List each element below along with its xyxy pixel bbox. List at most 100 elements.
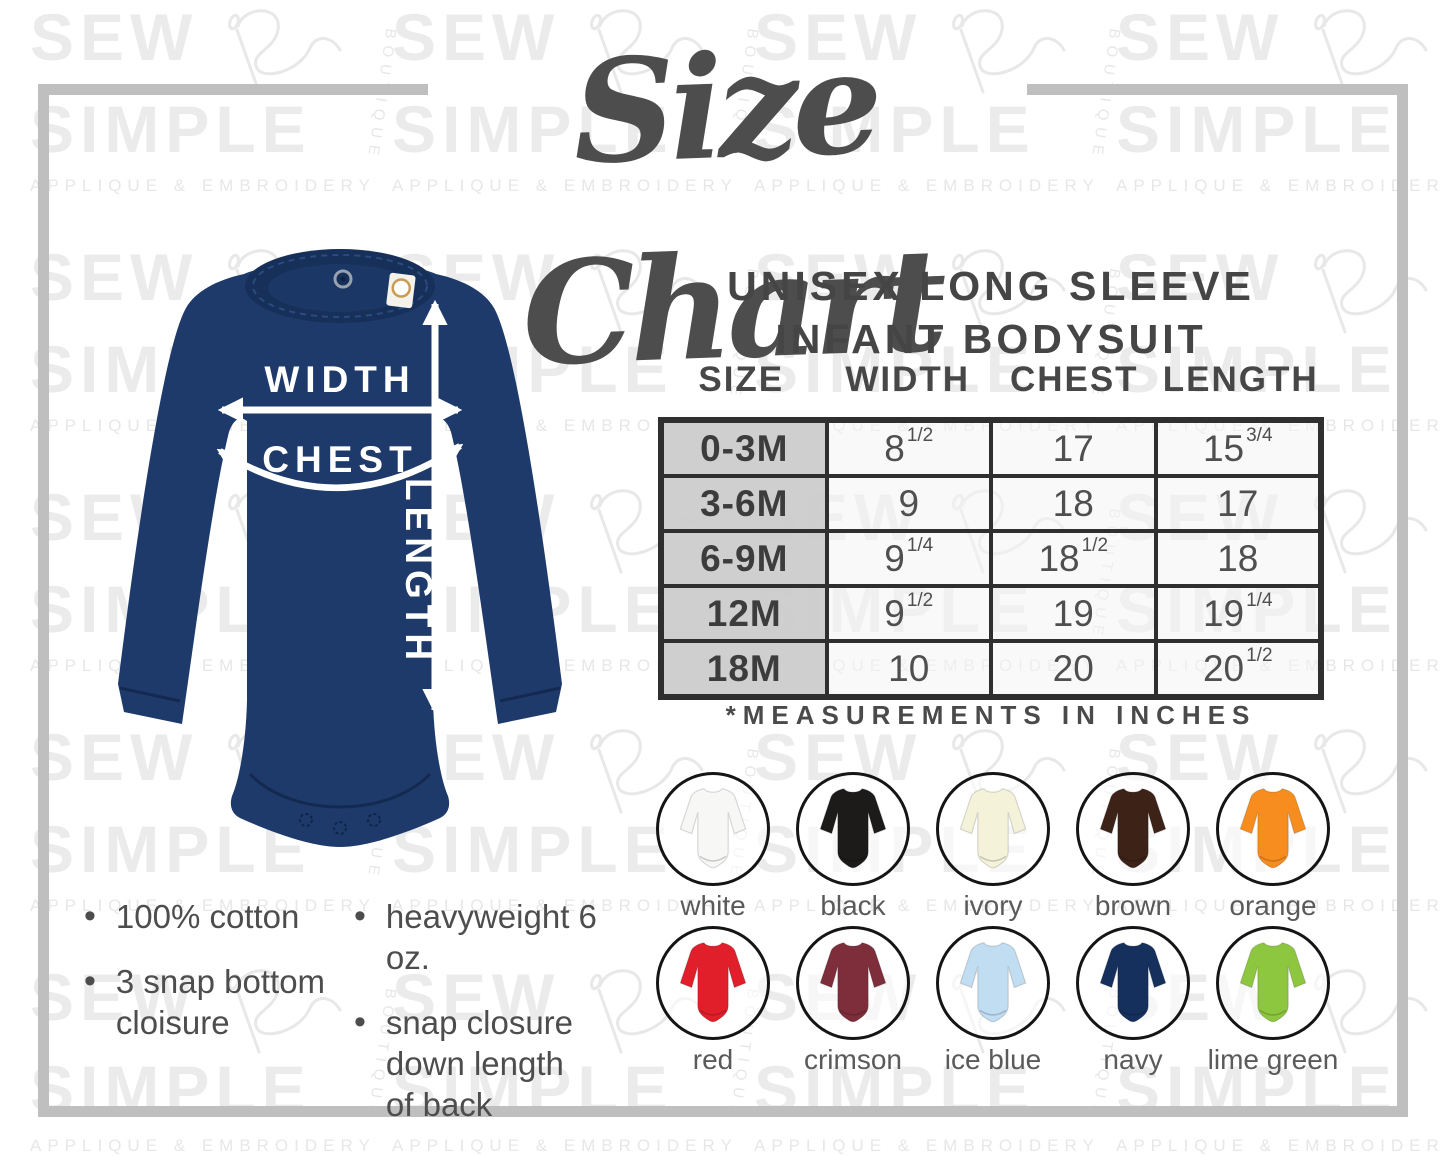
size-cell: 6-9M <box>662 531 827 586</box>
watermark-tagline: APPLIQUE & EMBROIDERY <box>754 176 1100 195</box>
watermark-word-simple: SIMPLE <box>30 92 312 166</box>
needle-thread-icon <box>1314 9 1428 94</box>
length-cell: 17 <box>1155 476 1320 531</box>
right-cuff-seam <box>499 686 561 703</box>
swatch-circle <box>1215 926 1330 1040</box>
color-swatch-red: red <box>656 926 770 1075</box>
swatch-label: white <box>680 890 746 921</box>
width-arrow: WIDTH <box>217 359 463 423</box>
swatch-label: black <box>820 890 886 921</box>
bodysuit-icon <box>1099 788 1167 869</box>
color-swatch-ivory: ivory <box>936 772 1050 921</box>
header-cell-length: LENGTH <box>1162 360 1319 399</box>
watermark-word-sew: SEW <box>1116 240 1285 314</box>
header-cell-width: WIDTH <box>845 360 971 399</box>
watermark-tagline: APPLIQUE & EMBROIDERY <box>392 656 738 675</box>
measurements-note: *MEASUREMENTS IN INCHES <box>725 700 1257 730</box>
swatch-circle <box>1076 926 1190 1040</box>
chest-cell: 17 <box>991 421 1156 476</box>
frame-bottom <box>38 1106 1408 1117</box>
chest-cell: 18 <box>991 476 1156 531</box>
width-arrow-label: WIDTH <box>264 359 415 400</box>
feature-item: snap closure down length of back <box>354 1002 624 1125</box>
watermark-tagline: APPLIQUE & EMBROIDERY <box>1116 176 1445 195</box>
needle-thread-icon <box>228 9 342 94</box>
color-swatch-black: black <box>796 772 910 921</box>
bottom-snaps <box>299 813 381 835</box>
size-cell: 18M <box>662 641 827 696</box>
feature-text: 100% cotton <box>115 898 300 935</box>
swatch-label: orange <box>1229 890 1317 921</box>
width-cell: 9 1/4 <box>826 531 991 586</box>
chest-cell: 19 <box>991 586 1156 641</box>
collar-snap <box>333 269 353 289</box>
length-cell: 19 1/4 <box>1155 586 1320 641</box>
width-cell: 10 <box>826 641 991 696</box>
swatch-label: red <box>692 1044 734 1075</box>
product-heading: UNISEX LONG SLEEVE INFANT BODYSUIT <box>655 260 1327 366</box>
watermark-tagline: APPLIQUE & EMBROIDERY <box>392 176 738 195</box>
collar-stitching <box>252 254 428 318</box>
bodysuit-icon <box>1099 942 1167 1023</box>
features-list: 100% cotton 3 snap bottom cloisure heavy… <box>84 896 629 1149</box>
color-swatch-grid: white black ivory brown <box>643 772 1343 1075</box>
length-cell: 18 <box>1155 531 1320 586</box>
needle-thread-icon <box>590 249 704 334</box>
color-swatch-navy: navy <box>1076 926 1190 1075</box>
swatch-label: ivory <box>963 890 1023 921</box>
feature-text: 3 snap bottom cloisure <box>115 963 326 1041</box>
watermark-word-sew: SEW <box>754 0 923 74</box>
swatch-label: brown <box>1094 890 1172 921</box>
watermark-word-sew: SEW <box>1116 0 1285 74</box>
header-cell-size: SIZE <box>698 360 785 399</box>
bodysuit-icon <box>679 942 747 1023</box>
frame-left <box>38 84 49 1117</box>
bodysuit-icon <box>959 942 1027 1023</box>
watermark-tagline: APPLIQUE & EMBROIDERY <box>754 1136 1100 1155</box>
swatch-circle <box>796 926 910 1040</box>
feature-text: heavyweight 6 oz. <box>385 898 597 976</box>
size-table: 0-3M 8 1/2 17 15 3/4 3-6M 9 18 17 6-9M 9 1/… <box>658 417 1324 700</box>
needle-thread-icon <box>590 729 704 814</box>
watermark-tile: SEW SIMPLE APPLIQUE & EMBROIDERY BOUTIQU… <box>30 0 399 242</box>
bodysuit-icon <box>819 788 887 869</box>
watermark-word-simple: SIMPLE <box>1116 332 1398 406</box>
chest-arrow-label: CHEST <box>262 439 417 480</box>
swatch-circle <box>936 772 1050 886</box>
watermark-word-sew: SEW <box>30 0 199 74</box>
frame-top-left <box>38 84 428 95</box>
swatch-label: ice blue <box>944 1044 1042 1075</box>
color-swatch-crimson: crimson <box>796 926 910 1075</box>
length-cell: 20 1/2 <box>1155 641 1320 696</box>
size-cell: 0-3M <box>662 421 827 476</box>
color-swatch-lime-green: lime green <box>1207 926 1339 1075</box>
swatch-label: lime green <box>1207 1044 1339 1075</box>
needle-thread-icon <box>952 9 1066 94</box>
swatch-circle <box>656 926 770 1040</box>
chest-cell: 18 1/2 <box>991 531 1156 586</box>
watermark-tagline: APPLIQUE & EMBROIDERY <box>1116 896 1445 915</box>
width-cell: 9 1/2 <box>826 586 991 641</box>
watermark-word-simple: SIMPLE <box>392 92 674 166</box>
frame-top-right <box>1027 84 1408 95</box>
watermark-word-sew: SEW <box>392 0 561 74</box>
watermark-tagline: APPLIQUE & EMBROIDERY <box>30 176 376 195</box>
swatch-circle <box>1216 772 1330 886</box>
watermark-word-sew: SEW <box>754 240 923 314</box>
watermark-word-simple: SIMPLE <box>1116 92 1398 166</box>
swatch-circle <box>1076 772 1190 886</box>
crotch-seam <box>248 772 432 809</box>
color-swatch-orange: orange <box>1216 772 1330 921</box>
watermark-tagline: APPLIQUE & EMBROIDERY <box>392 1136 738 1155</box>
watermark-word-simple: SIMPLE <box>392 812 674 886</box>
feature-item: 100% cotton <box>84 896 340 937</box>
bodysuit-photo <box>118 262 562 847</box>
watermark-word-simple: SIMPLE <box>754 332 1036 406</box>
bodysuit-icon <box>959 788 1027 869</box>
watermark-word-simple: SIMPLE <box>754 92 1036 166</box>
swatch-circle <box>656 772 770 886</box>
length-arrow: LENGTH <box>398 299 448 715</box>
chest-cell: 20 <box>991 641 1156 696</box>
watermark-word-sew: SEW <box>30 720 199 794</box>
left-cuff-seam <box>119 686 181 703</box>
